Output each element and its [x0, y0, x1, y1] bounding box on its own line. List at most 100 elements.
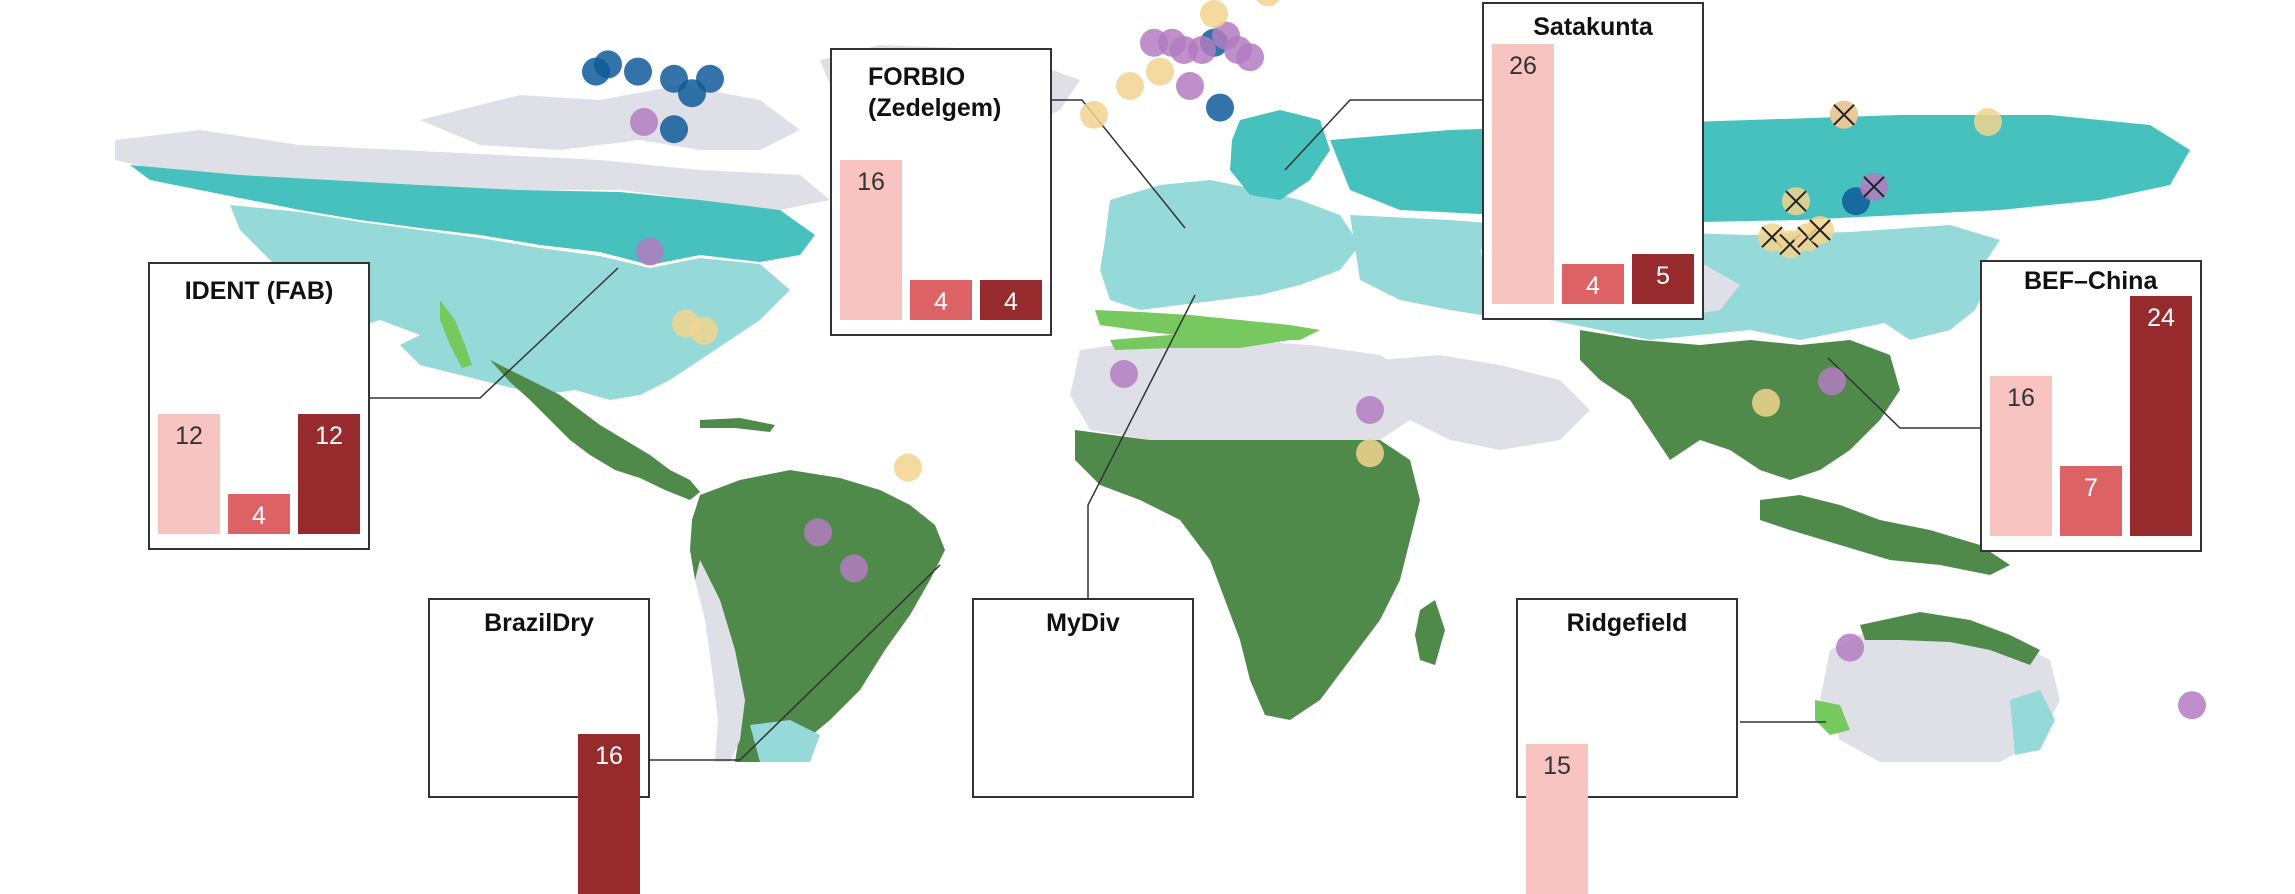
bar-2: 4 — [910, 280, 972, 320]
leader-line-satakunta — [1284, 99, 1486, 171]
leader-line-forbio — [1052, 99, 1186, 229]
bar-1: 16 — [1990, 376, 2052, 536]
scandinavia-boreal — [1230, 110, 1330, 200]
leader-line-bef-china — [1827, 357, 1982, 429]
site-marker-purple — [840, 554, 868, 583]
north-africa-desert — [1070, 340, 1420, 440]
site-title: BrazilDry — [484, 609, 594, 637]
leader-lines — [370, 99, 1982, 761]
australia-mediterranean — [1815, 700, 1850, 735]
bar-2: 7 — [2060, 466, 2122, 536]
bar-value-label: 4 — [1004, 288, 1018, 316]
site-title: MyDiv — [1046, 609, 1120, 637]
bar-3: 4 — [980, 280, 1042, 320]
site-marker-yellow — [1752, 388, 1780, 417]
site-marker-blue — [582, 57, 610, 86]
bar-value-label: 26 — [1509, 52, 1537, 80]
bar-value-label: 4 — [1586, 272, 1600, 300]
madagascar — [1415, 600, 1445, 665]
site-marker-yellow — [1974, 108, 2002, 136]
bar-2: 4 — [228, 494, 290, 534]
site-box-forbio: FORBIO (Zedelgem) 16 4 4 — [830, 48, 1052, 336]
site-title: Ridgefield — [1566, 609, 1688, 637]
site-marker-purple — [804, 518, 832, 547]
bar-value-label: 12 — [315, 422, 343, 450]
cross-mark-icon — [1833, 104, 1855, 126]
site-marker-yellow — [1200, 0, 1228, 28]
site-marker-yellow — [1146, 57, 1174, 86]
site-box-brazildry: BrazilDry 16 — [428, 598, 650, 894]
site-marker-purple — [1356, 396, 1384, 424]
site-marker-purple — [1836, 633, 1864, 662]
arabia-desert — [1380, 355, 1590, 450]
site-marker-yellow — [1256, 0, 1280, 7]
south-america-dry — [750, 720, 820, 762]
site-marker-yellow — [1080, 100, 1108, 129]
arctic-islands — [420, 85, 800, 150]
bar-value-label: 15 — [1543, 752, 1571, 780]
site-title: Satakunta — [1533, 13, 1653, 41]
bar-value-label: 24 — [2147, 304, 2175, 332]
site-marker-yellow — [1116, 72, 1144, 100]
south-america-forest — [690, 470, 945, 762]
andes-mountains — [695, 560, 745, 762]
mediterranean-africa — [1110, 335, 1290, 350]
europe-temperate — [1100, 180, 1360, 310]
cross-mark-icon — [1809, 219, 1831, 241]
site-box-mydiv: MyDiv — [972, 598, 1194, 798]
site-marker-purple — [1176, 72, 1204, 100]
site-title-text: FORBIO (Zedelgem) — [868, 63, 1002, 122]
bar-3: 16 — [578, 734, 640, 894]
world-map — [115, 0, 2206, 762]
west-coast-mediterranean — [440, 300, 472, 368]
cross-mark-icon — [1785, 190, 1807, 212]
bar-1: 12 — [158, 414, 220, 534]
bar-value-label: 7 — [2084, 474, 2098, 502]
site-marker-blue — [1206, 93, 1234, 122]
site-markers — [582, 0, 2206, 720]
site-marker-yellow — [1356, 439, 1384, 468]
site-marker-purple — [636, 237, 664, 266]
bar-1: 26 — [1492, 44, 1554, 304]
bar-value-label: 16 — [2007, 384, 2035, 412]
site-title: IDENT (FAB) — [184, 277, 334, 305]
bar-value-label: 16 — [857, 168, 885, 196]
site-box-bef-china: BEF–China 16 7 24 — [1980, 260, 2202, 552]
site-marker-purple — [630, 108, 658, 136]
site-marker-purple — [1188, 36, 1216, 64]
bar-value-label: 4 — [934, 288, 948, 316]
site-box-satakunta: Satakunta 26 4 5 — [1482, 2, 1704, 320]
bar-1: 15 — [1526, 744, 1588, 894]
site-title: FORBIO (Zedelgem) — [868, 62, 1050, 124]
central-america-forest — [490, 360, 700, 500]
australia-temperate — [2010, 690, 2055, 755]
bar-1: 16 — [840, 160, 902, 320]
site-marker-yellow — [690, 316, 718, 345]
north-america-tundra — [115, 130, 830, 210]
bar-value-label: 16 — [595, 742, 623, 770]
site-marker-blue — [660, 115, 688, 144]
mediterranean-europe — [1095, 310, 1320, 340]
caribbean-islands — [700, 418, 775, 432]
maritime-se-asia — [1760, 495, 2010, 575]
leader-line-brazildry — [640, 564, 941, 761]
land-layer — [115, 45, 2190, 762]
east-asia-temperate — [1865, 240, 1990, 340]
leader-line-ident — [370, 267, 619, 399]
site-box-ident: IDENT (FAB) 12 4 12 — [148, 262, 370, 550]
site-marker-purple — [1818, 367, 1846, 396]
site-box-ridgefield: Ridgefield 15 — [1516, 598, 1738, 894]
bar-2: 4 — [1562, 264, 1624, 304]
eurasia-boreal — [1330, 115, 2190, 222]
bar-3: 24 — [2130, 296, 2192, 536]
site-title: BEF–China — [2024, 267, 2158, 295]
south-asia-forest — [1580, 330, 1900, 480]
site-marker-blue — [624, 57, 652, 86]
site-marker-yellow — [894, 453, 922, 482]
bar-value-label: 5 — [1656, 262, 1670, 290]
bar-value-label: 12 — [175, 422, 203, 450]
north-america-temperate — [230, 205, 790, 400]
leader-line-mydiv — [1087, 294, 1196, 600]
bar-3: 12 — [298, 414, 360, 534]
australia-arid — [1820, 620, 2060, 762]
